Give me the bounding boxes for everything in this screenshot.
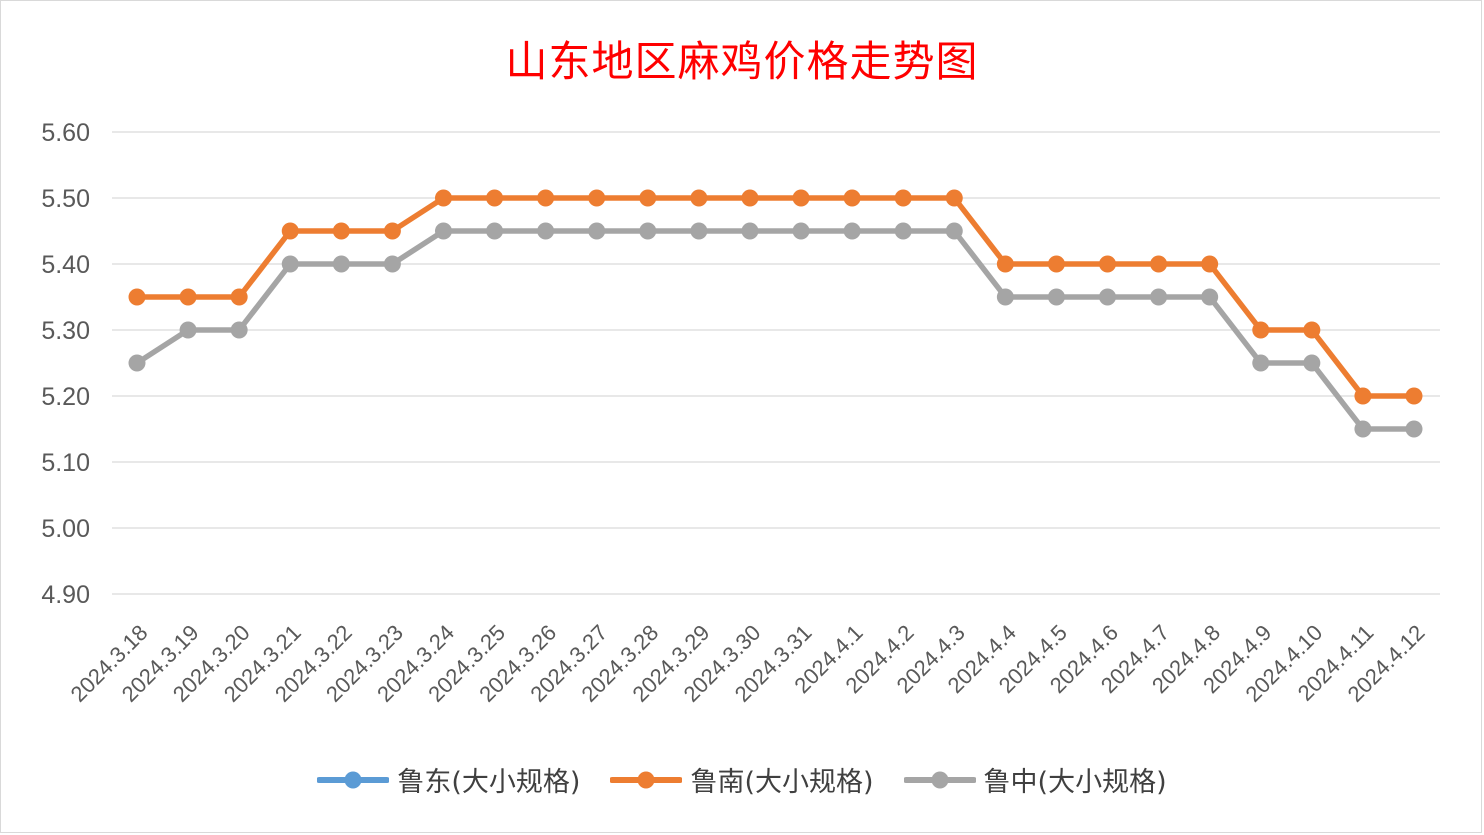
chart-legend: 鲁东(大小规格) 鲁南(大小规格) 鲁中(大小规格) [0, 760, 1484, 799]
data-point [690, 222, 708, 240]
data-point [1201, 288, 1219, 306]
legend-label: 鲁东(大小规格) [397, 767, 581, 798]
data-point [639, 222, 657, 240]
legend-item: 鲁南(大小规格) [610, 760, 874, 799]
data-point [1252, 321, 1270, 339]
data-point [332, 255, 350, 273]
data-point [383, 255, 401, 273]
data-point [1354, 420, 1372, 438]
legend-item: 鲁东(大小规格) [317, 760, 580, 799]
legend-label: 鲁南(大小规格) [690, 767, 874, 798]
data-point [230, 321, 248, 339]
data-point [690, 189, 708, 207]
series-line [134, 195, 1417, 399]
data-point [1047, 255, 1065, 273]
data-point [639, 189, 657, 207]
data-point [1047, 288, 1065, 306]
data-point [1303, 354, 1321, 372]
data-point [588, 189, 606, 207]
data-point [1201, 255, 1219, 273]
data-point [945, 189, 963, 207]
y-tick-label: 5.60 [41, 119, 90, 147]
data-point [588, 222, 606, 240]
data-point [332, 222, 350, 240]
data-point [792, 189, 810, 207]
data-point [1303, 321, 1321, 339]
data-point [128, 354, 146, 372]
data-point [843, 189, 861, 207]
data-point [741, 222, 759, 240]
y-tick-label: 5.40 [41, 251, 90, 279]
data-point [537, 189, 555, 207]
data-point [230, 288, 248, 306]
legend-label: 鲁中(大小规格) [983, 767, 1167, 798]
series-line [134, 228, 1417, 432]
chart-title: 山东地区麻鸡价格走势图 [505, 37, 979, 86]
data-point [383, 222, 401, 240]
data-point [179, 288, 197, 306]
data-point [996, 288, 1014, 306]
data-point [281, 255, 299, 273]
data-point [1405, 387, 1423, 405]
data-point [1252, 354, 1270, 372]
data-point [894, 189, 912, 207]
data-point [128, 288, 146, 306]
data-point [996, 255, 1014, 273]
data-point [537, 222, 555, 240]
data-point [1099, 255, 1117, 273]
legend-swatch [317, 771, 390, 788]
data-point [894, 222, 912, 240]
data-point [1405, 420, 1423, 438]
data-point [1099, 288, 1117, 306]
data-point [945, 222, 963, 240]
data-point [741, 189, 759, 207]
legend-swatch [903, 771, 976, 788]
data-point [843, 222, 861, 240]
data-point [486, 222, 504, 240]
data-point [1354, 387, 1372, 405]
y-tick-label: 5.10 [41, 449, 90, 477]
data-point [434, 222, 452, 240]
data-point [434, 189, 452, 207]
y-tick-label: 5.50 [41, 185, 90, 213]
y-tick-label: 5.30 [41, 317, 90, 345]
data-point [1150, 255, 1168, 273]
y-tick-label: 4.90 [41, 581, 90, 609]
data-point [281, 222, 299, 240]
y-tick-label: 5.00 [41, 515, 90, 543]
data-point [179, 321, 197, 339]
legend-swatch [610, 771, 683, 788]
y-tick-label: 5.20 [41, 383, 90, 411]
data-point [1150, 288, 1168, 306]
data-point [792, 222, 810, 240]
legend-item: 鲁中(大小规格) [903, 760, 1167, 799]
data-point [486, 189, 504, 207]
